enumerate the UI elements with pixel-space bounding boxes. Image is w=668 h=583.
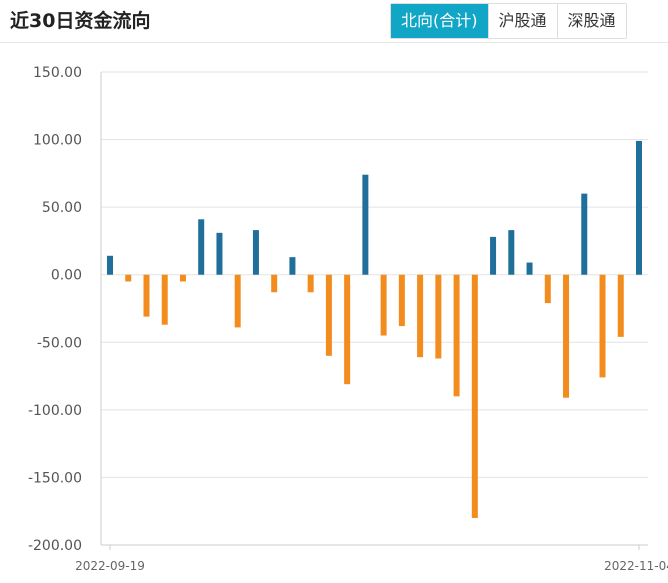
y-tick-label: 100.00 — [33, 133, 82, 149]
bar — [417, 274, 424, 358]
x-tick-label: 2022-09-19 — [75, 559, 145, 573]
y-tick-label: -50.00 — [37, 335, 82, 351]
bar — [380, 274, 387, 336]
bar — [216, 232, 223, 275]
bar — [490, 236, 497, 275]
y-tick-label: 50.00 — [42, 200, 82, 216]
header-divider — [0, 42, 668, 43]
bar — [544, 274, 551, 304]
bar — [252, 230, 259, 275]
bar — [636, 140, 642, 275]
bar — [234, 274, 241, 328]
bar — [599, 274, 606, 378]
bar — [617, 274, 624, 337]
bar — [362, 174, 369, 275]
bar — [125, 274, 132, 282]
y-tick-label: 0.00 — [51, 268, 82, 284]
y-tick-label: -200.00 — [28, 538, 82, 554]
page-title: 近30日资金流向 — [10, 10, 151, 32]
bar — [526, 262, 533, 275]
bar — [398, 274, 405, 327]
y-tick-label: -100.00 — [28, 403, 82, 419]
bar — [563, 274, 570, 398]
y-tick-label: -150.00 — [28, 470, 82, 486]
tab-shanghai-connect[interactable]: 沪股通 — [487, 4, 557, 38]
tab-shenzhen-connect[interactable]: 深股通 — [556, 4, 626, 38]
bar — [325, 274, 332, 356]
bar — [161, 274, 168, 325]
bar — [471, 274, 478, 518]
x-tick-label: 2022-11-04 — [604, 559, 668, 573]
y-tick-label: 150.00 — [33, 65, 82, 81]
bar — [307, 274, 314, 293]
bar — [179, 274, 186, 282]
bar — [453, 274, 460, 397]
tab-northbound-total[interactable]: 北向(合计) — [391, 4, 488, 38]
bar — [581, 193, 588, 275]
bar — [198, 219, 205, 275]
bar — [344, 274, 351, 385]
bar — [143, 274, 150, 317]
bar — [508, 230, 515, 275]
bar — [107, 255, 113, 275]
bar — [435, 274, 442, 359]
bar — [271, 274, 278, 293]
bar — [289, 257, 296, 275]
market-tabs: 北向(合计) 沪股通 深股通 — [390, 3, 627, 39]
